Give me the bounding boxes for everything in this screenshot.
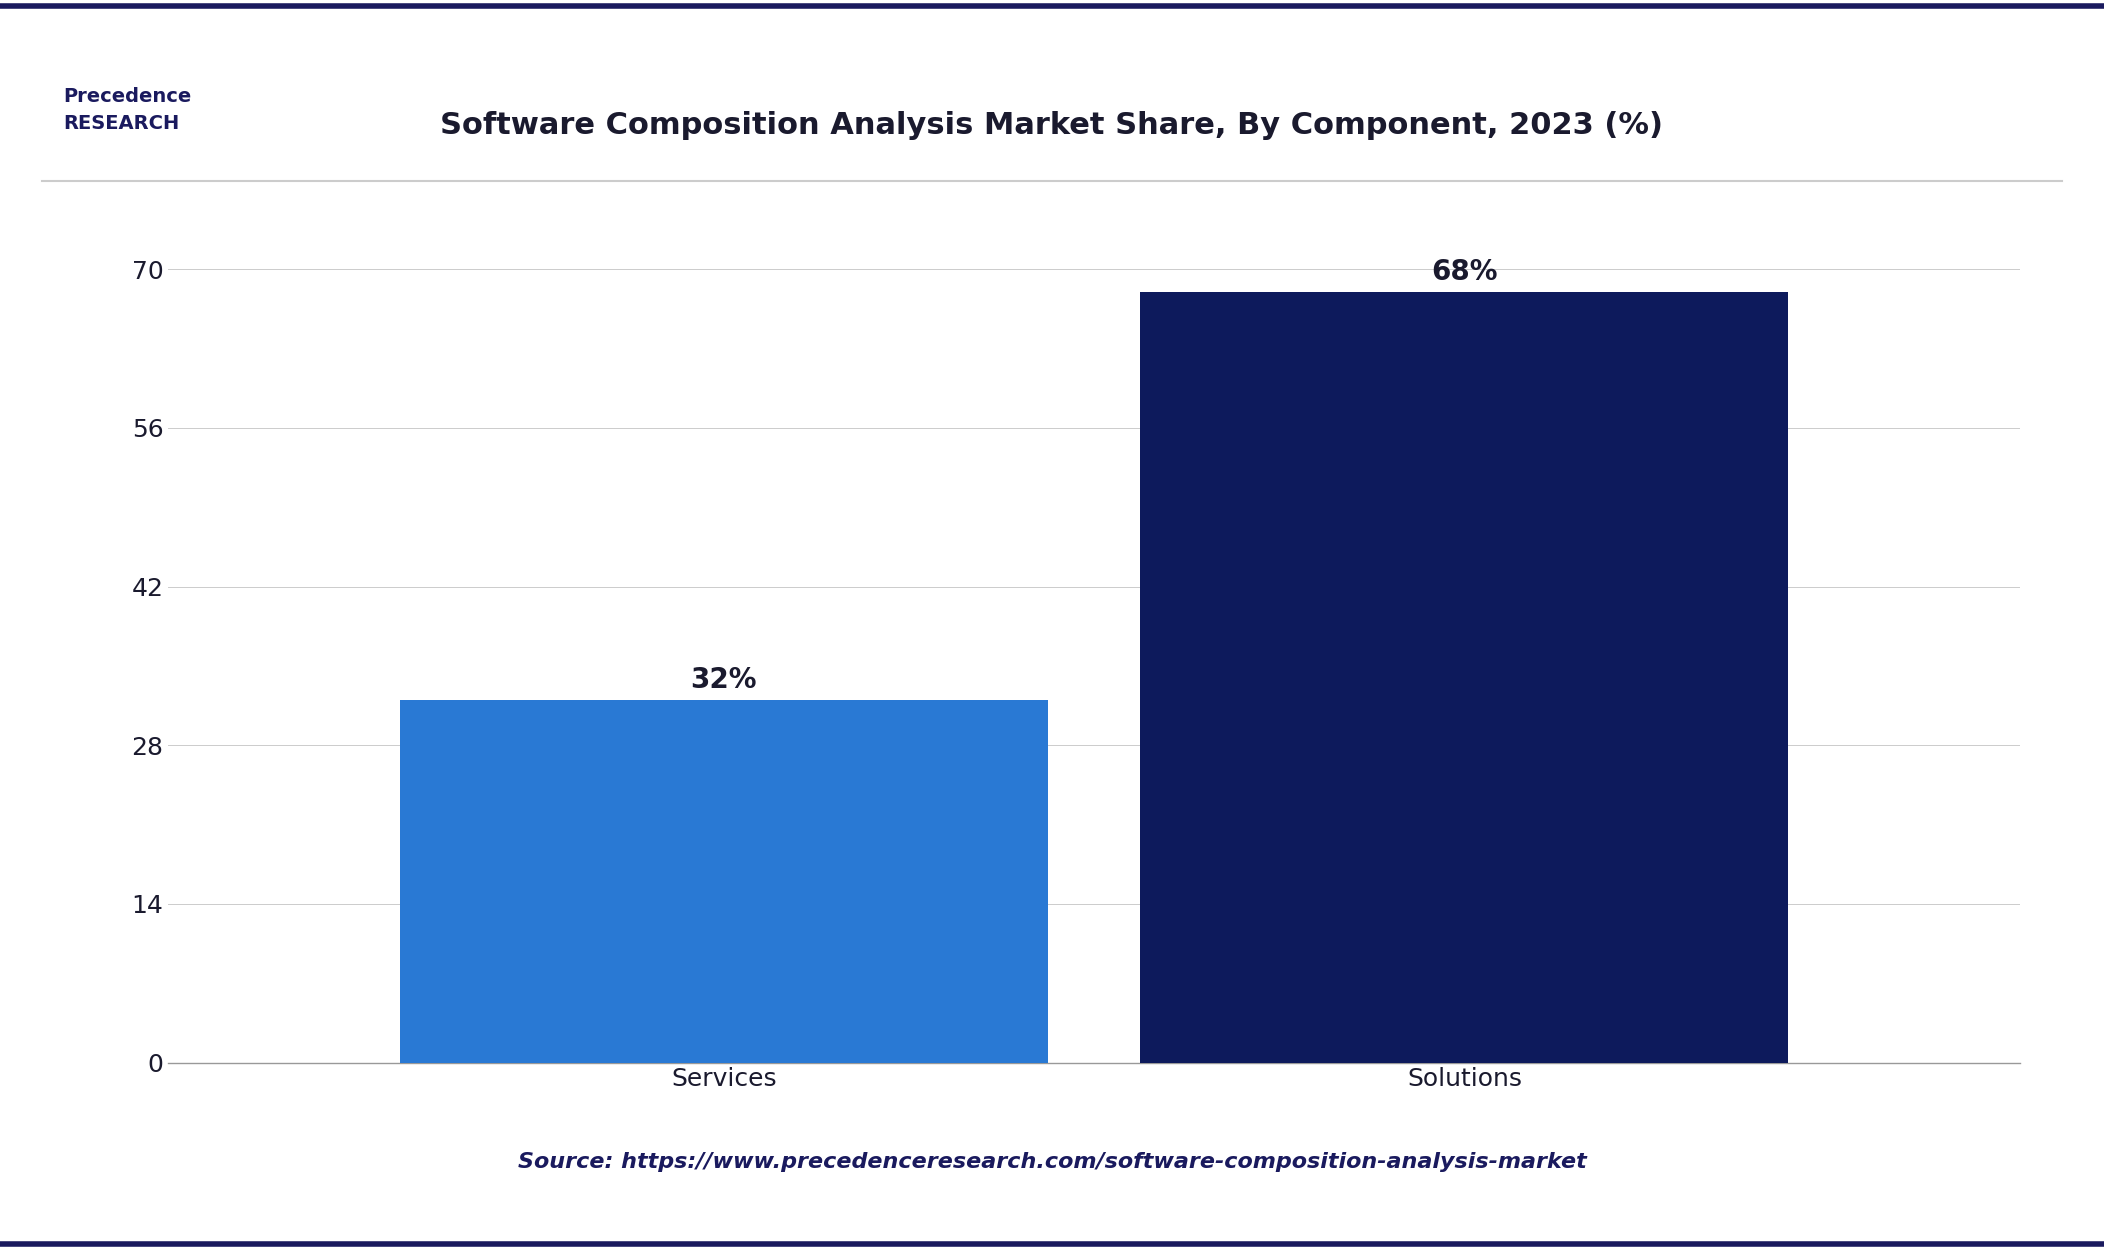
Bar [1140,291,1788,1062]
Text: Precedence
RESEARCH: Precedence RESEARCH [63,88,191,132]
Text: Software Composition Analysis Market Share, By Component, 2023 (%): Software Composition Analysis Market Sha… [440,110,1664,140]
Text: 68%: 68% [1431,259,1498,286]
Text: 32%: 32% [690,666,757,694]
Bar [400,700,1048,1062]
Text: Source: https://www.precedenceresearch.com/software-composition-analysis-market: Source: https://www.precedenceresearch.c… [518,1152,1586,1172]
